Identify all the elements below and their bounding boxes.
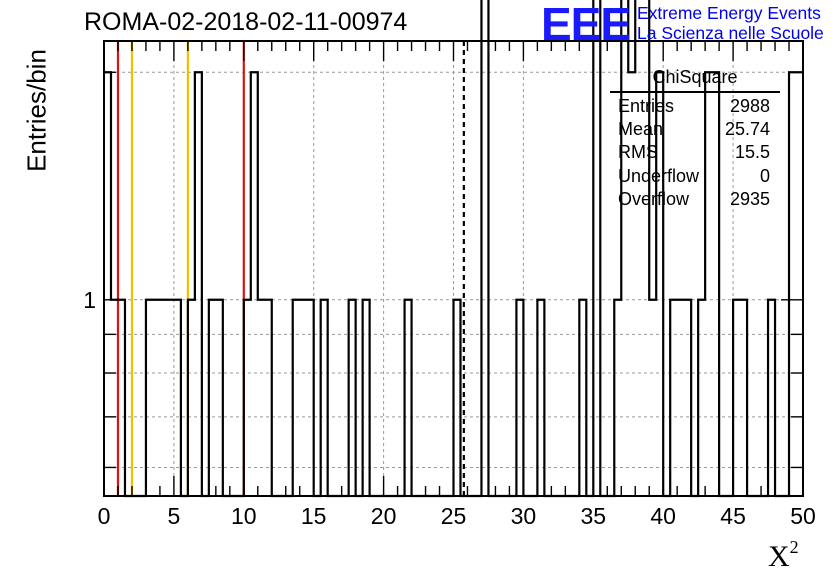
stats-row-mean: Mean 25.74 — [610, 118, 780, 141]
x-tick-label: 15 — [301, 503, 327, 529]
x-tick-label: 10 — [231, 503, 257, 529]
x-tick-label: 0 — [98, 503, 111, 529]
stats-value: 2988 — [729, 96, 770, 116]
chart-title: ROMA-02-2018-02-11-00974 — [84, 8, 408, 36]
x-axis-label-exponent: 2 — [789, 537, 799, 557]
logo-line-2: La Scienza nelle Scuole — [637, 23, 824, 43]
x-tick-label: 45 — [720, 503, 746, 529]
stats-box: ChiSquare Entries 2988 Mean 25.74 RMS 15.5 … — [610, 65, 780, 211]
logo-line-1: Extreme Energy Events — [637, 3, 821, 23]
x-tick-label: 40 — [650, 503, 676, 529]
stats-row-overflow: Overflow 2935 — [610, 188, 780, 211]
stats-label: Underflow — [618, 165, 700, 186]
stats-row-rms: RMS 15.5 — [610, 141, 780, 164]
stats-value: 15.5 — [734, 142, 770, 163]
x-tick-label: 50 — [790, 503, 816, 529]
stats-row-entries: Entries 2988 — [610, 95, 780, 118]
stats-title: ChiSquare — [610, 65, 780, 93]
stats-label: Entries — [618, 96, 675, 116]
stats-value: 0 — [759, 165, 770, 186]
eee-logo: EEE — [541, 0, 631, 50]
y-axis-label: Entries/bin — [21, 49, 52, 172]
x-axis-label: X2 — [768, 537, 799, 574]
x-axis-label-text: X — [768, 540, 790, 573]
stats-value: 25.74 — [724, 119, 770, 140]
x-tick-label: 20 — [371, 503, 397, 529]
tick-labels: 0 5 10 15 20 25 30 35 40 45 50 1 — [83, 287, 816, 529]
x-tick-label: 30 — [511, 503, 537, 529]
plot-frame — [103, 40, 804, 497]
logo-caption: Extreme Energy Events La Scienza nelle S… — [637, 3, 824, 43]
stats-row-underflow: Underflow 0 — [610, 165, 780, 188]
stats-label: RMS — [618, 142, 658, 163]
x-tick-label: 25 — [441, 503, 467, 529]
axis-ticks — [103, 41, 804, 496]
stats-value: 2935 — [729, 188, 770, 209]
y-tick-label: 1 — [83, 287, 96, 313]
stats-label: Mean — [618, 119, 664, 140]
x-tick-label: 35 — [581, 503, 607, 529]
x-tick-label: 5 — [168, 503, 181, 529]
stats-label: Overflow — [618, 188, 690, 209]
